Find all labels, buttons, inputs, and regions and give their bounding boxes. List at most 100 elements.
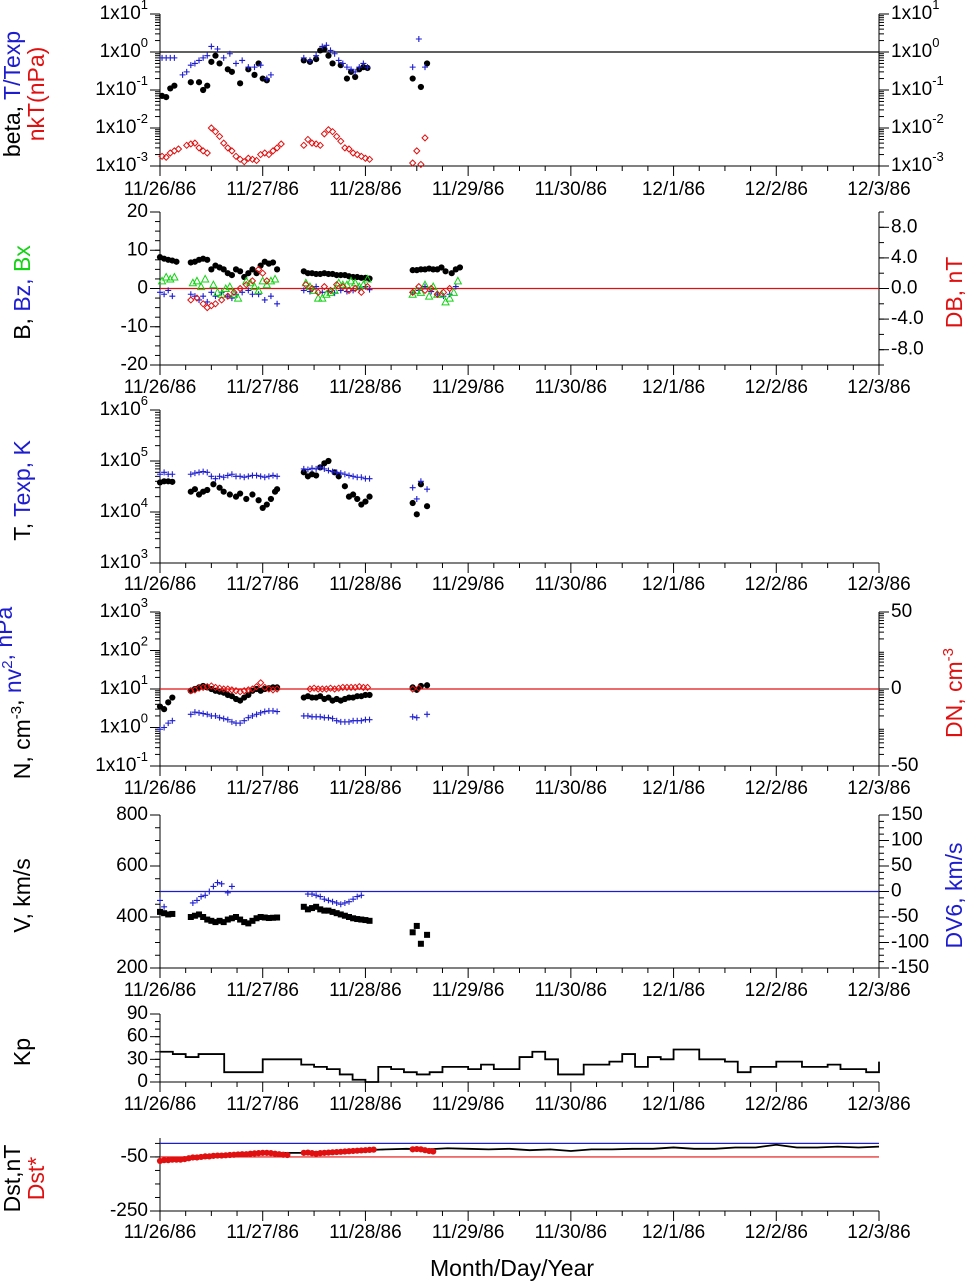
data-point — [345, 472, 352, 479]
data-point — [237, 268, 244, 275]
panel-density: 1x10-1 1x100 1x101 1x102 1x103 -50 0 50 11/26/86… — [0, 595, 967, 799]
data-point — [269, 259, 277, 266]
y-tick-label: 1x101 — [100, 0, 148, 24]
data-point — [187, 711, 194, 718]
data-point — [191, 709, 198, 716]
data-point — [224, 293, 231, 300]
y2-tick-label: -100 — [891, 932, 929, 953]
x-tick-label: 12/2/86 — [745, 377, 808, 398]
data-point — [224, 292, 232, 300]
data-point — [220, 474, 227, 481]
data-point — [203, 303, 211, 312]
data-point — [252, 682, 261, 691]
data-point — [204, 486, 211, 494]
data-point — [179, 71, 186, 78]
x-tick-label: 11/26/86 — [124, 574, 197, 595]
data-point — [312, 140, 320, 148]
y2-tick-label: 0 — [891, 678, 902, 699]
data-point — [449, 287, 459, 296]
y-tick-label: -10 — [121, 316, 148, 337]
data-point — [341, 912, 348, 919]
x-tick-label: 11/28/86 — [329, 1094, 402, 1115]
data-point — [187, 79, 194, 86]
data-point — [174, 145, 183, 153]
data-point — [313, 903, 320, 910]
data-point — [208, 266, 215, 273]
y-tick-label: 400 — [116, 906, 148, 927]
data-point — [417, 83, 424, 91]
data-point — [253, 915, 260, 922]
data-point — [253, 270, 260, 277]
data-point — [193, 897, 200, 904]
data-point — [362, 917, 369, 924]
y-tick-label: 60 — [127, 1026, 148, 1047]
x-tick-label: 12/2/86 — [745, 1222, 808, 1243]
data-point — [165, 287, 172, 294]
data-point — [211, 127, 220, 136]
data-point — [366, 493, 373, 500]
data-point — [333, 717, 340, 724]
y-tick-label: 200 — [116, 957, 148, 978]
x-tick-label: 12/1/86 — [642, 980, 705, 1001]
x-tick-label: 12/2/86 — [745, 179, 808, 200]
y2-tick-label: -50 — [891, 755, 918, 776]
data-point — [362, 498, 369, 505]
data-point — [355, 682, 363, 691]
x-tick-label: 11/26/86 — [124, 1222, 197, 1243]
data-point — [313, 56, 320, 63]
data-point — [267, 293, 274, 300]
x-tick-label: 12/2/86 — [745, 1094, 808, 1115]
data-point — [442, 268, 449, 275]
y-tick-label: 30 — [127, 1048, 148, 1069]
x-tick-label: 12/2/86 — [745, 574, 808, 595]
data-point — [250, 282, 259, 291]
y-axis-label: Dst,nT — [0, 1145, 25, 1213]
data-point — [209, 280, 218, 289]
data-point — [161, 469, 168, 476]
data-point — [352, 68, 359, 75]
data-point — [248, 277, 257, 285]
data-point — [313, 892, 320, 899]
data-point — [300, 287, 307, 294]
data-point — [207, 124, 216, 132]
data-point — [161, 724, 168, 731]
data-point — [424, 486, 431, 493]
data-point — [259, 504, 266, 512]
data-point — [323, 42, 330, 49]
data-point — [363, 683, 372, 692]
x-tick-label: 11/26/86 — [124, 377, 197, 398]
data-point — [324, 126, 333, 134]
data-point — [261, 683, 269, 692]
data-point — [417, 940, 424, 947]
data-point — [157, 471, 163, 478]
data-point — [236, 155, 244, 164]
data-point — [413, 511, 420, 518]
y-tick-label: 1x102 — [100, 634, 148, 661]
data-point — [332, 280, 341, 289]
data-point — [423, 503, 431, 510]
x-tick-label: 12/2/86 — [745, 778, 808, 799]
data-point — [187, 471, 194, 478]
data-point — [196, 282, 206, 291]
data-point — [328, 127, 337, 136]
data-point — [333, 469, 340, 476]
data-point — [325, 467, 332, 474]
data-point — [300, 54, 307, 61]
series-black — [160, 1048, 880, 1083]
y-tick-label: 1x100 — [100, 35, 148, 62]
x-tick-label: 12/1/86 — [642, 377, 705, 398]
x-tick-label: 12/1/86 — [642, 778, 705, 799]
data-point — [200, 468, 207, 475]
x-tick-label: 11/29/86 — [432, 179, 505, 200]
y2-tick-label: 1x10-1 — [891, 73, 944, 100]
data-point — [240, 687, 248, 695]
x-tick-label: 11/29/86 — [432, 1222, 505, 1243]
data-point — [196, 911, 203, 918]
data-point — [226, 50, 233, 57]
data-point — [341, 899, 348, 906]
x-tick-label: 12/3/86 — [847, 1222, 910, 1243]
data-point — [191, 912, 198, 919]
series-blue — [157, 707, 431, 733]
series-blue — [159, 35, 429, 82]
data-point — [337, 470, 344, 477]
